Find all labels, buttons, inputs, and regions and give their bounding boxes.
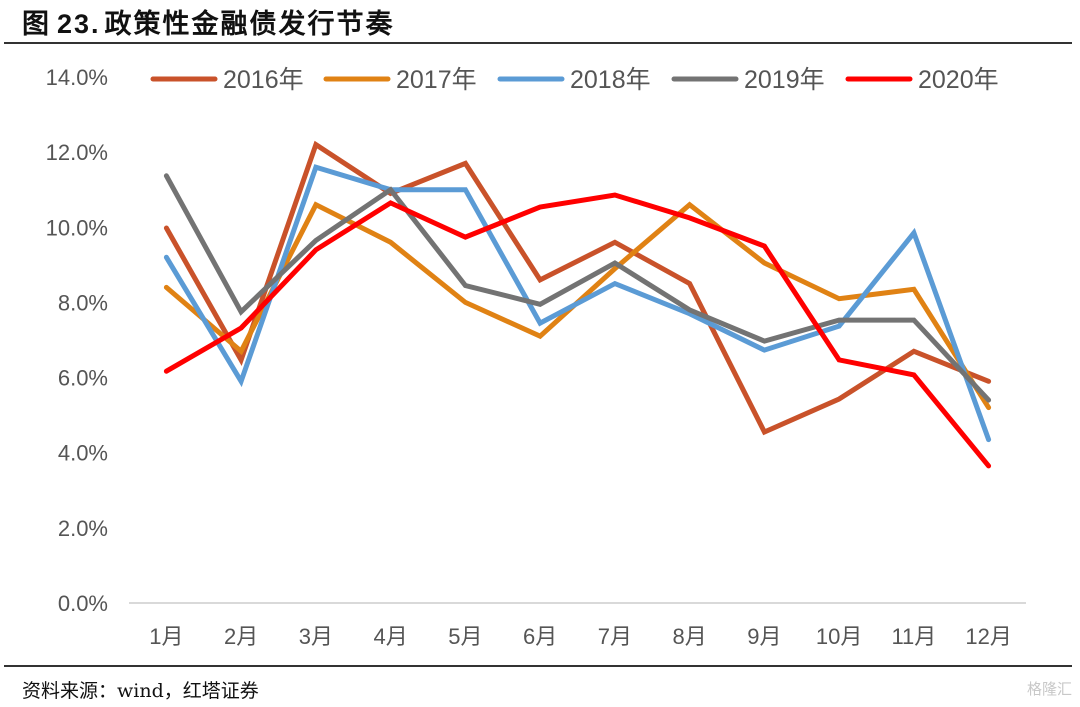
legend-label: 2018年 bbox=[570, 66, 651, 94]
series-line-2019 bbox=[163, 173, 992, 403]
watermark-logo: 格隆汇 bbox=[1026, 680, 1072, 698]
x-tick-label: 7月 bbox=[598, 624, 632, 649]
series-line-2016 bbox=[163, 140, 992, 436]
x-tick-label: 8月 bbox=[673, 624, 707, 649]
y-tick-label: 6.0% bbox=[58, 366, 108, 391]
x-tick-label: 10月 bbox=[816, 624, 862, 649]
x-tick-label: 6月 bbox=[523, 624, 557, 649]
y-tick-label: 4.0% bbox=[58, 441, 108, 466]
source-note: 资料来源：wind，红塔证券 bbox=[22, 680, 259, 702]
y-tick-label: 12.0% bbox=[46, 140, 108, 165]
bottom-rule bbox=[4, 665, 1072, 667]
x-tick-label: 1月 bbox=[149, 624, 183, 649]
x-tick-label: 11月 bbox=[891, 624, 936, 649]
figure-title: 图 23. 政策性金融债发行节奏 bbox=[22, 2, 395, 41]
x-tick-label: 5月 bbox=[448, 624, 482, 649]
x-tick-label: 2月 bbox=[224, 624, 258, 649]
legend-label: 2016年 bbox=[223, 66, 304, 94]
x-tick-label: 9月 bbox=[747, 624, 781, 649]
legend-label: 2020年 bbox=[918, 66, 999, 94]
figure-label: 图 bbox=[22, 9, 51, 40]
y-tick-label: 8.0% bbox=[58, 290, 108, 315]
figure-title-text: 政策性金融债发行节奏 bbox=[104, 9, 395, 40]
figure-number: 23. bbox=[57, 9, 101, 39]
series-lines bbox=[163, 140, 992, 469]
x-tick-label: 12月 bbox=[965, 624, 1011, 649]
series-line-2018 bbox=[163, 164, 992, 443]
x-tick-label: 4月 bbox=[374, 624, 408, 649]
legend: 2016年 2017年 2018年 2019年 2020年 bbox=[150, 66, 999, 94]
top-rule bbox=[4, 42, 1072, 44]
legend-label: 2019年 bbox=[744, 66, 825, 94]
y-tick-label: 0.0% bbox=[58, 591, 108, 616]
y-tick-label: 2.0% bbox=[58, 516, 108, 541]
x-tick-label: 3月 bbox=[299, 624, 333, 649]
series-line-2020 bbox=[163, 192, 992, 469]
y-axis: 0.0% 2.0% 4.0% 6.0% 8.0% 10.0% 12.0% 14.0% bbox=[46, 65, 108, 616]
y-tick-label: 10.0% bbox=[46, 215, 108, 240]
y-tick-label: 14.0% bbox=[46, 65, 108, 90]
x-axis: 1月 2月 3月 4月 5月 6月 7月 8月 9月 10月 11月 12月 bbox=[129, 602, 1026, 649]
legend-label: 2017年 bbox=[396, 66, 477, 94]
